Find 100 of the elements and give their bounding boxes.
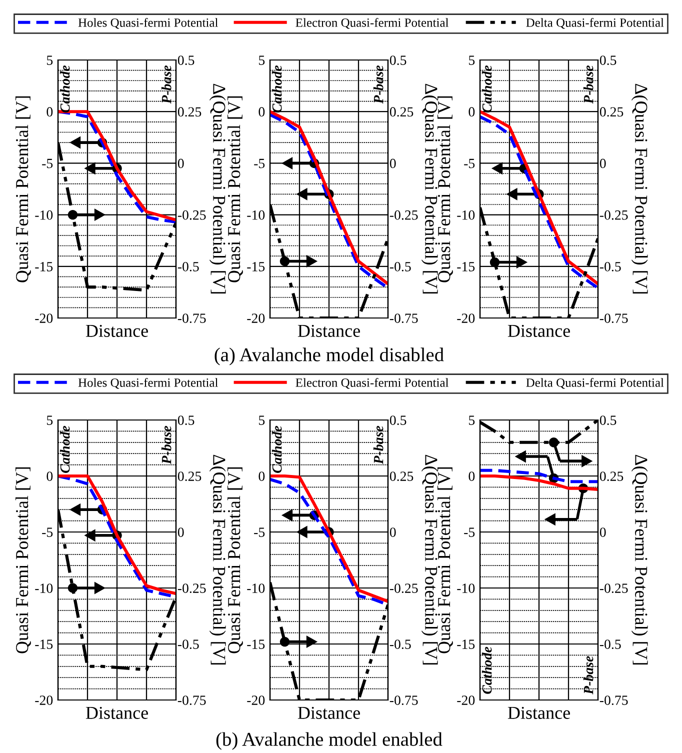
- y2-tick-label: -0.5: [178, 640, 199, 650]
- y2-tick-label: 0: [390, 528, 396, 537]
- text: (b) Avalanche model enabled: [216, 732, 442, 750]
- annotation: P-base: [161, 65, 172, 104]
- y2-tick-label: -0.75: [178, 696, 206, 706]
- y2-tick-label: -0.25: [178, 210, 206, 220]
- y2-tick-label: -0.5: [600, 262, 621, 272]
- y2-tick-label: -0.5: [600, 640, 621, 650]
- annotation: P-base: [373, 65, 384, 104]
- y2-tick-label: -0.75: [600, 314, 628, 324]
- y-tick-label: -20: [247, 314, 265, 323]
- legend-label: Electron Quasi-fermi Potential: [296, 18, 449, 29]
- y2-tick-label: 0.25: [390, 472, 414, 482]
- y-tick-label: 5: [47, 56, 53, 65]
- y2-tick-label: 0.25: [390, 107, 414, 117]
- y-tick-label: 0: [468, 472, 475, 481]
- x-axis-title: Distance: [86, 706, 148, 719]
- y-axis-title: Quasi Fermi Potential [V]: [227, 96, 243, 282]
- legend-label: Electron Quasi-fermi Potential: [296, 378, 449, 389]
- y-tick-label: -15: [35, 640, 53, 649]
- y2-tick-label: 0.25: [600, 472, 624, 482]
- legend-label: Holes Quasi-fermi Potential: [78, 18, 218, 29]
- y2-tick-label: -0.25: [178, 584, 206, 594]
- y2-tick-label: 0.5: [178, 56, 194, 66]
- y2-axis-title: Δ(Quasi Fermi Potential) [V]: [631, 454, 648, 665]
- y-tick-label: -15: [457, 262, 475, 272]
- y-tick-label: -10: [457, 210, 475, 220]
- x-axis-title: Distance: [298, 706, 360, 719]
- y2-tick-label: 0: [600, 528, 606, 537]
- y-tick-label: -20: [35, 696, 53, 705]
- y-tick-label: -20: [457, 696, 475, 705]
- y2-tick-label: 0.5: [600, 416, 616, 426]
- line-series: [480, 468, 598, 484]
- x-axis-title: Distance: [86, 324, 148, 337]
- y-tick-label: -20: [457, 314, 475, 323]
- annotation: P-base: [373, 426, 384, 464]
- annotation: P-base: [161, 426, 172, 464]
- annotation: P-base: [583, 65, 594, 104]
- y-tick-label: 0: [258, 107, 265, 117]
- y-tick-label: -5: [464, 158, 475, 168]
- y2-axis-title: Δ(Quasi Fermi Potential) [V]: [421, 454, 438, 665]
- y2-tick-label: 0: [178, 528, 184, 537]
- y-tick-label: -5: [42, 528, 53, 537]
- y-tick-label: 5: [47, 416, 53, 425]
- y2-tick-label: -0.75: [390, 696, 418, 706]
- y2-tick-label: -0.5: [178, 262, 199, 272]
- y-tick-label: 0: [46, 472, 53, 481]
- y-axis-title: Quasi Fermi Potential [V]: [15, 467, 31, 654]
- y-axis-title: Quasi Fermi Potential [V]: [15, 96, 31, 282]
- y-tick-label: 5: [469, 416, 475, 425]
- y2-tick-label: -0.5: [390, 262, 411, 272]
- x-axis-title: Distance: [298, 324, 360, 337]
- y-tick-label: -10: [35, 584, 53, 593]
- y-axis-title: Quasi Fermi Potential [V]: [437, 96, 453, 282]
- y-tick-label: -10: [457, 584, 475, 593]
- y-axis-title: Quasi Fermi Potential [V]: [437, 467, 453, 654]
- y2-axis-title: Δ(Quasi Fermi Potential) [V]: [421, 84, 438, 294]
- y2-axis-title: Δ(Quasi Fermi Potential) [V]: [209, 84, 226, 294]
- annotation: Cathode: [272, 426, 282, 473]
- y2-axis-title: Δ(Quasi Fermi Potential) [V]: [209, 454, 226, 665]
- y2-tick-label: 0: [600, 158, 606, 168]
- annotation: P-base: [583, 656, 594, 694]
- y2-tick-label: -0.75: [600, 696, 628, 706]
- legend-label: Delta Quasi-fermi Potential: [526, 18, 664, 29]
- y2-tick-label: -0.25: [390, 210, 418, 220]
- y2-tick-label: -0.5: [390, 640, 411, 650]
- y2-tick-label: -0.25: [600, 210, 628, 220]
- y2-tick-label: -0.75: [178, 314, 206, 324]
- annotation: Cathode: [60, 65, 70, 113]
- x-axis-title: Distance: [508, 324, 570, 337]
- y-tick-label: -15: [35, 262, 53, 272]
- y-tick-label: -15: [457, 640, 475, 649]
- y-tick-label: 0: [258, 472, 265, 481]
- y-tick-label: 5: [259, 416, 265, 425]
- y-tick-label: -5: [254, 528, 265, 537]
- annotation: Cathode: [482, 646, 492, 694]
- y-tick-label: -5: [42, 158, 53, 168]
- y-tick-label: -15: [247, 640, 265, 649]
- y-tick-label: 5: [259, 56, 265, 65]
- legend-label: Delta Quasi-fermi Potential: [526, 378, 664, 389]
- y-tick-label: -20: [35, 314, 53, 323]
- annotation: Cathode: [60, 426, 70, 473]
- y2-tick-label: 0.5: [390, 56, 406, 66]
- y-tick-label: 0: [46, 107, 53, 117]
- y2-tick-label: 0.25: [178, 107, 202, 117]
- y2-axis-title: Δ(Quasi Fermi Potential) [V]: [631, 84, 648, 294]
- y2-tick-label: 0.25: [600, 107, 624, 117]
- y-tick-label: 0: [468, 107, 475, 117]
- x-axis-title: Distance: [508, 706, 570, 719]
- y2-tick-label: 0.5: [178, 416, 194, 426]
- y2-tick-label: 0: [178, 158, 184, 168]
- y-axis-title: Quasi Fermi Potential [V]: [227, 467, 243, 654]
- y-tick-label: 5: [469, 56, 475, 65]
- legend-label: Holes Quasi-fermi Potential: [78, 378, 218, 389]
- y-tick-label: -5: [464, 528, 475, 537]
- y2-tick-label: -0.75: [390, 314, 418, 324]
- y-tick-label: -15: [247, 262, 265, 272]
- text: (a) Avalanche model disabled: [214, 348, 444, 366]
- y-tick-label: -10: [35, 210, 53, 220]
- y2-tick-label: 0.5: [390, 416, 406, 426]
